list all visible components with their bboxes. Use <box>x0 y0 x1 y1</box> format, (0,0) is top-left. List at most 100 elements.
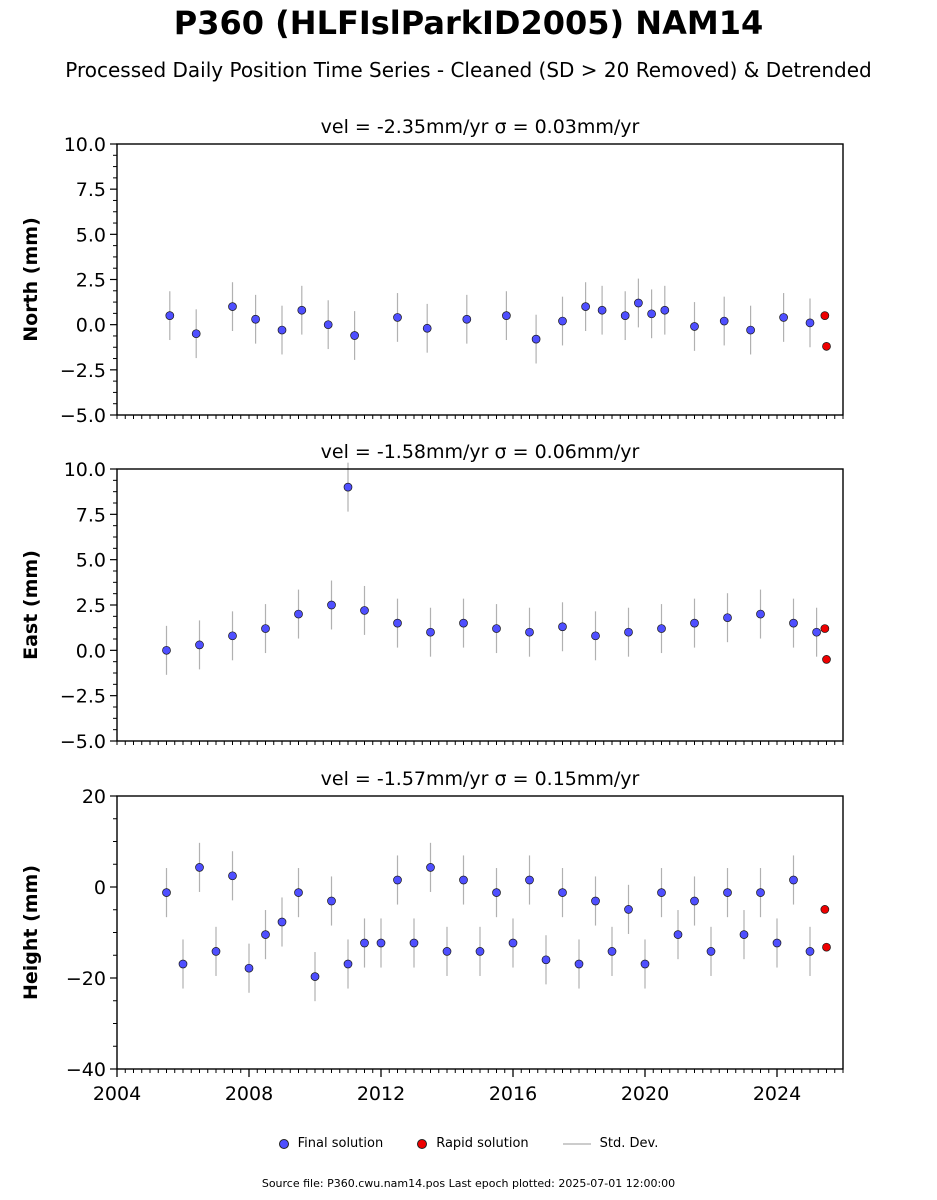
final-solution-point <box>558 888 567 897</box>
y-tick-label: 2.5 <box>76 595 106 617</box>
final-solution-point <box>812 627 821 637</box>
plot-frame <box>116 143 844 416</box>
final-solution-point <box>228 631 237 641</box>
final-solution-point <box>459 875 468 885</box>
final-solution-point <box>310 972 320 981</box>
y-tick-label: −2.5 <box>60 360 106 382</box>
final-solution-point <box>228 871 237 881</box>
final-solution-point <box>462 314 472 324</box>
final-solution-point <box>393 313 402 322</box>
final-solution-point <box>244 963 254 973</box>
y-tick-label: 0 <box>94 877 106 899</box>
final-solution-point <box>228 302 237 311</box>
final-solution-point <box>277 917 287 927</box>
panel-title: vel = -2.35mm/yr σ = 0.03mm/yr <box>321 116 640 138</box>
final-solution-point <box>723 613 732 623</box>
final-solution-point <box>191 329 201 339</box>
final-solution-point <box>343 959 353 969</box>
final-solution-point <box>360 938 369 948</box>
final-solution-point <box>195 640 204 650</box>
y-tick-label: −20 <box>66 968 106 990</box>
final-solution-point <box>620 311 630 320</box>
x-tick-label: 2008 <box>225 1083 273 1105</box>
final-solution-point <box>541 955 551 965</box>
final-solution-point <box>789 618 798 628</box>
final-solution-point <box>343 482 353 492</box>
final-solution-point <box>251 314 260 324</box>
legend-item-rapid: Rapid solution <box>417 1136 529 1151</box>
final-solution-point <box>739 930 749 939</box>
final-solution-point <box>531 334 541 344</box>
plot-frame <box>116 795 844 1070</box>
final-solution-point <box>660 305 670 315</box>
rapid-solution-marker-icon <box>417 1138 428 1149</box>
y-axis-label: North (mm) <box>20 217 42 342</box>
final-solution-point <box>558 316 567 326</box>
rapid-solution-point <box>820 624 830 633</box>
final-solution-point <box>178 959 188 969</box>
final-solution-point <box>581 302 590 311</box>
final-solution-point <box>805 947 815 956</box>
final-solution-point <box>261 624 270 633</box>
final-solution-point <box>657 888 666 897</box>
final-solution-point <box>591 896 600 906</box>
final-solution-point <box>624 905 633 914</box>
final-solution-point <box>508 938 518 948</box>
final-solution-point <box>409 938 419 948</box>
y-tick-label: 0.0 <box>76 315 106 337</box>
y-axis-label: Height (mm) <box>20 865 42 1000</box>
final-solution-point <box>772 938 782 948</box>
final-solution-point <box>597 305 607 315</box>
final-solution-point <box>525 875 534 885</box>
final-solution-point <box>502 311 511 320</box>
final-solution-point <box>805 318 815 328</box>
panel-title: vel = -1.57mm/yr σ = 0.15mm/yr <box>321 768 640 790</box>
final-solution-point <box>690 322 699 331</box>
final-solution-point <box>746 325 755 335</box>
y-tick-label: 2.5 <box>76 270 106 292</box>
legend-final-label: Final solution <box>297 1136 384 1151</box>
legend-item-std: Std. Dev. <box>562 1136 658 1151</box>
legend-rapid-label: Rapid solution <box>436 1136 529 1151</box>
y-tick-label: −40 <box>66 1059 106 1081</box>
final-solution-point <box>624 627 633 637</box>
final-solution-point <box>657 624 666 633</box>
final-solution-point <box>640 959 650 969</box>
final-solution-point <box>442 947 452 956</box>
x-tick-label: 2012 <box>357 1083 405 1105</box>
final-solution-point <box>360 606 369 615</box>
final-solution-point <box>574 959 584 969</box>
y-tick-label: 0.0 <box>76 640 106 662</box>
y-tick-label: 20 <box>82 786 106 808</box>
rapid-solution-point <box>822 655 831 664</box>
final-solution-point <box>294 888 303 897</box>
x-tick-label: 2016 <box>489 1083 537 1105</box>
legend-item-final: Final solution <box>278 1136 384 1151</box>
final-solution-point <box>376 938 386 948</box>
rapid-solution-point <box>820 905 830 914</box>
final-solution-point <box>422 323 432 333</box>
final-solution-point <box>591 631 600 641</box>
y-tick-label: −5.0 <box>60 731 106 753</box>
rapid-solution-point <box>820 311 830 320</box>
chart-title: P360 (HLFIslParkID2005) NAM14 <box>173 4 764 42</box>
final-solution-point <box>294 609 303 619</box>
final-solution-point <box>647 309 656 319</box>
final-solution-point <box>195 863 204 872</box>
x-tick-label: 2020 <box>621 1083 669 1105</box>
y-tick-label: 7.5 <box>76 179 106 201</box>
rapid-solution-point <box>822 341 831 351</box>
std-dev-line-icon <box>562 1142 591 1145</box>
y-tick-label: 5.0 <box>76 550 106 572</box>
panel-title: vel = -1.58mm/yr σ = 0.06mm/yr <box>321 441 640 463</box>
plot-frame <box>116 468 844 742</box>
final-solution-point <box>475 947 485 956</box>
x-tick-label: 2004 <box>93 1083 141 1105</box>
y-axis-label: East (mm) <box>20 550 42 660</box>
final-solution-point <box>673 930 683 939</box>
final-solution-point <box>525 627 534 637</box>
final-solution-marker-icon <box>278 1138 289 1149</box>
y-tick-label: 5.0 <box>76 224 106 246</box>
y-tick-label: 10.0 <box>64 134 106 156</box>
